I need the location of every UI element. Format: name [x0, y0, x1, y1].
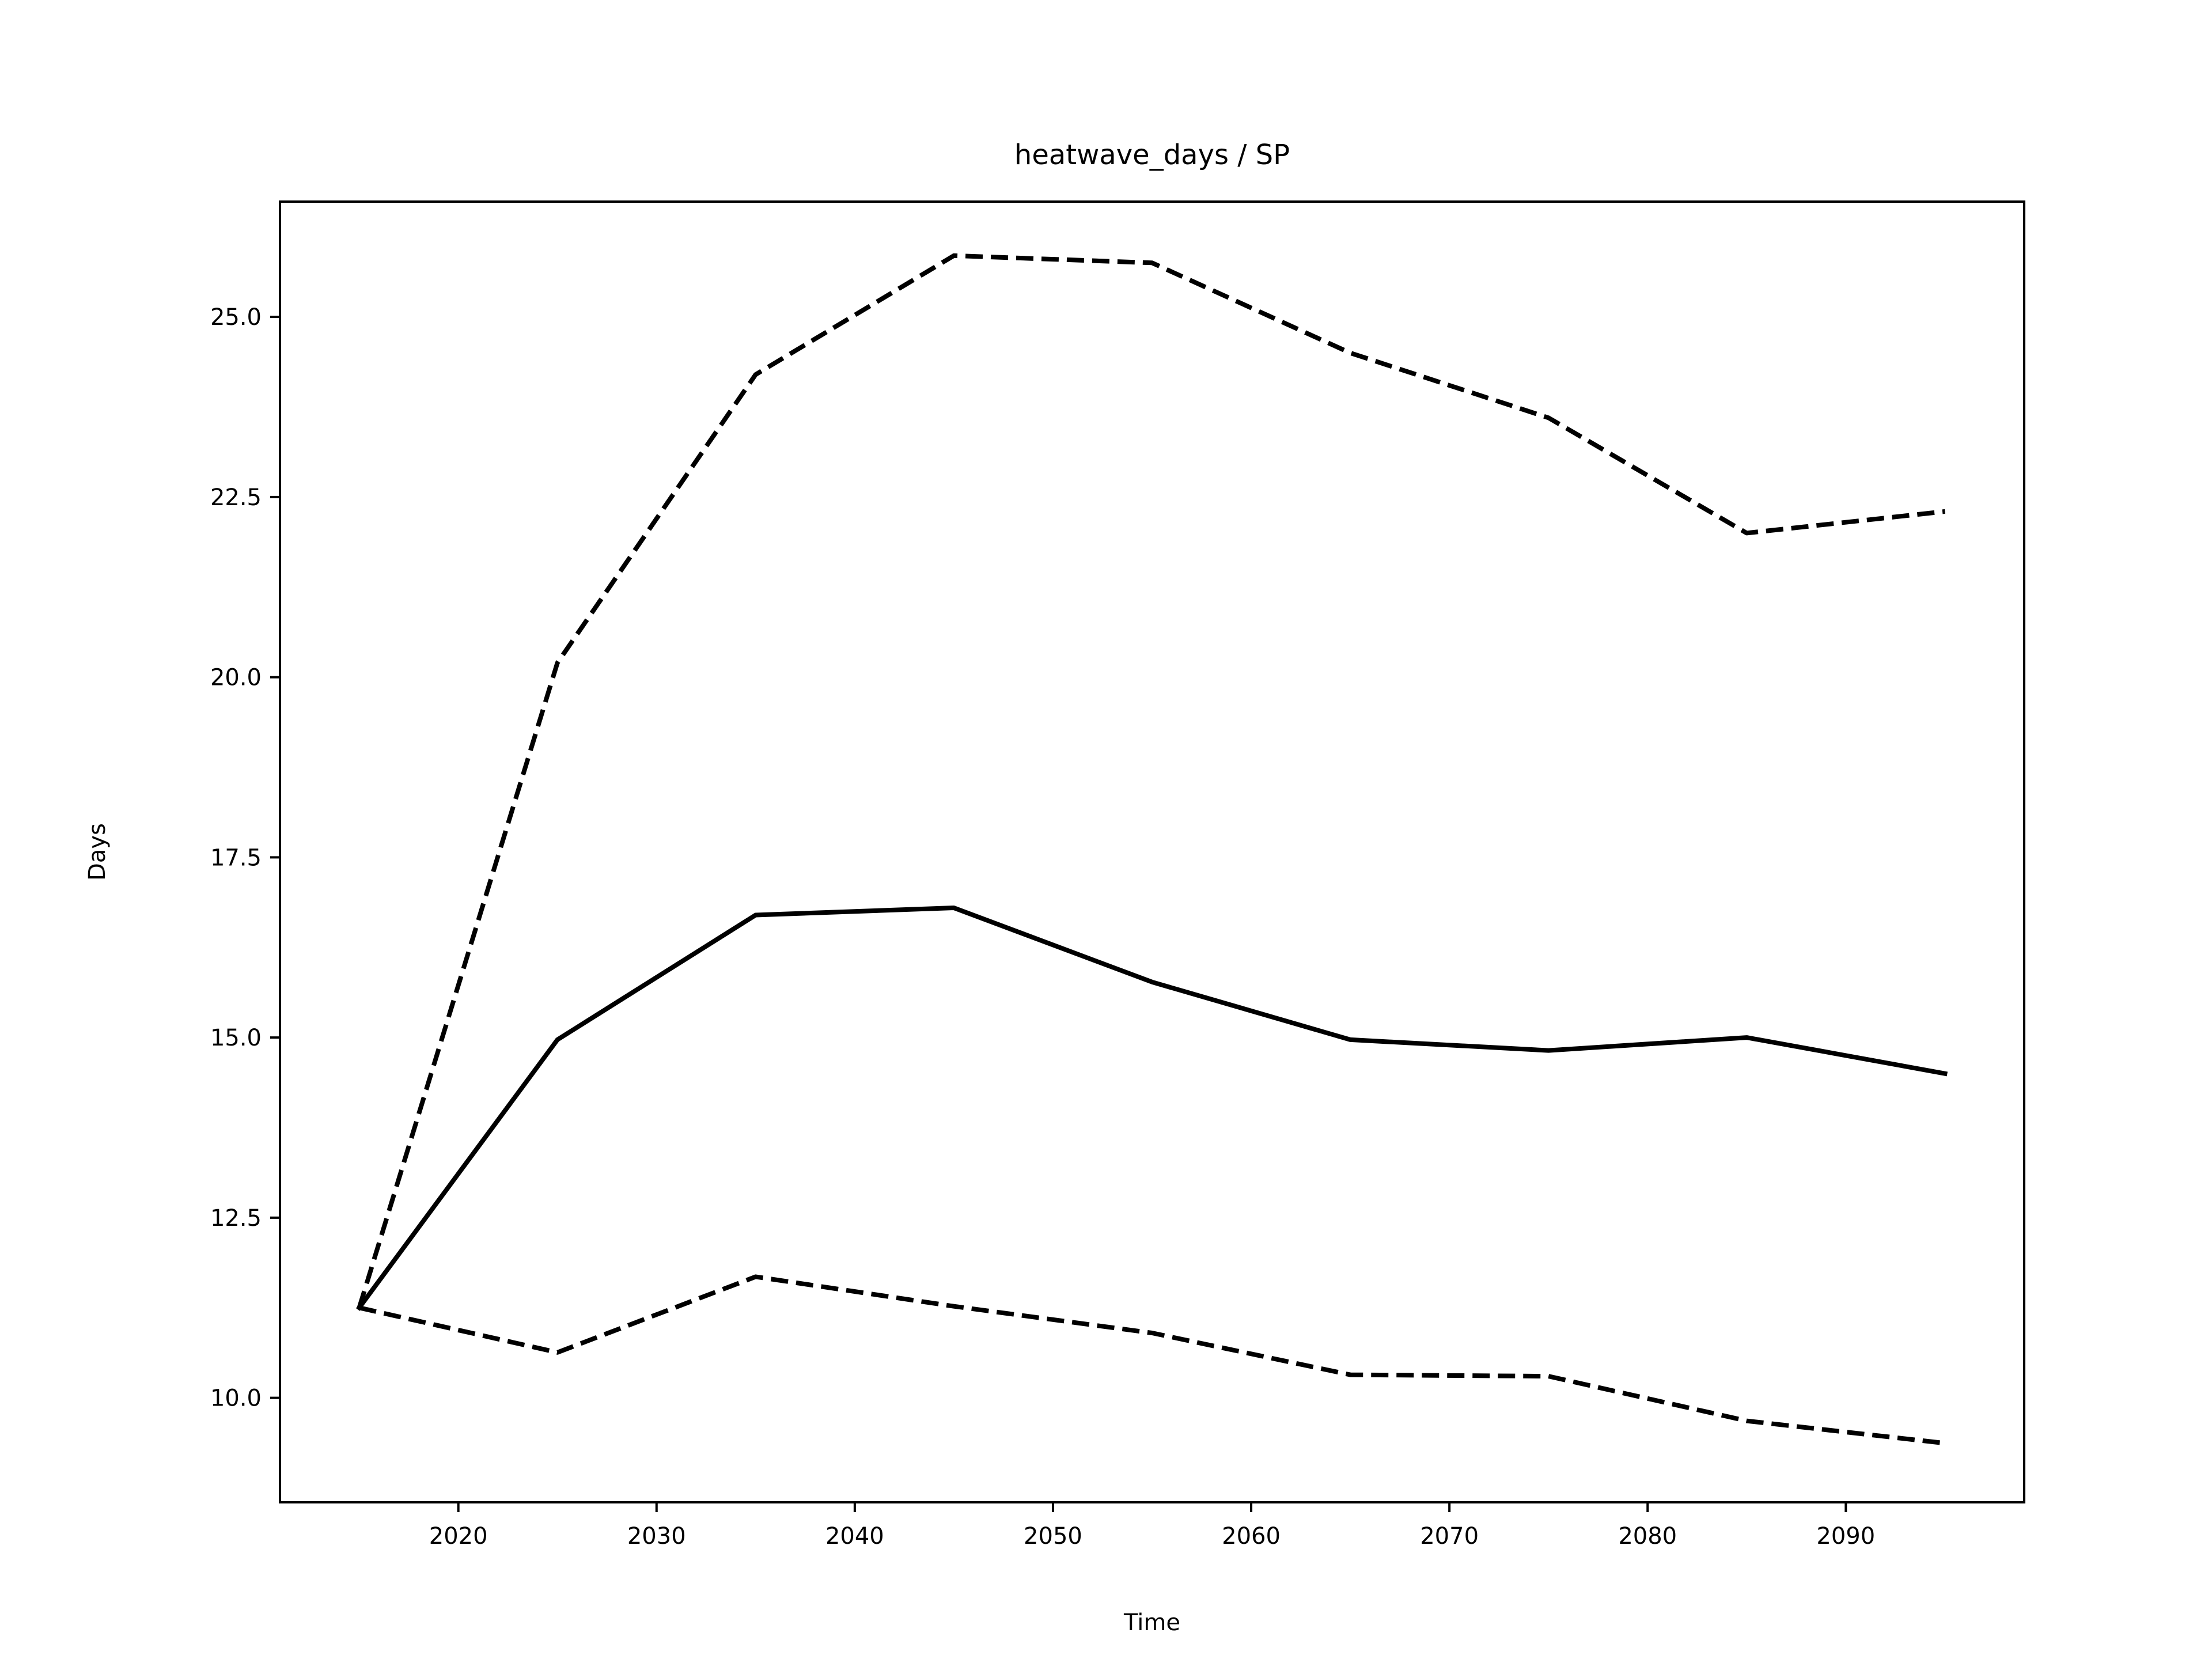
- y-tick-label: 12.5: [210, 1205, 262, 1232]
- x-tick-label: 2050: [1024, 1523, 1082, 1550]
- x-tick-label: 2020: [429, 1523, 488, 1550]
- x-tick-label: 2070: [1420, 1523, 1479, 1550]
- y-tick-label: 10.0: [210, 1385, 262, 1412]
- y-tick-label: 22.5: [210, 484, 262, 511]
- y-axis-ticks: 10.0 12.5 15.0 17.5 20.0 22.5 25.0: [210, 304, 280, 1412]
- x-tick-label: 2080: [1618, 1523, 1677, 1550]
- y-tick-label: 20.0: [210, 665, 262, 691]
- y-tick-label: 15.0: [210, 1025, 262, 1051]
- series-layer: [356, 253, 1948, 1446]
- chart-title: heatwave_days / SP: [1014, 139, 1290, 171]
- series-line-1: [357, 253, 1945, 1309]
- y-tick-label: 25.0: [210, 304, 262, 331]
- x-tick-label: 2060: [1222, 1523, 1281, 1550]
- plot-frame: [279, 200, 2025, 1503]
- x-tick-label: 2040: [825, 1523, 884, 1550]
- x-axis-label: Time: [1123, 1609, 1180, 1636]
- series-line-3: [358, 1274, 1945, 1446]
- y-axis-label: Days: [84, 823, 111, 881]
- y-tick-label: 17.5: [210, 844, 262, 871]
- series-line-2: [356, 906, 1948, 1311]
- x-tick-label: 2090: [1816, 1523, 1875, 1550]
- x-axis-ticks: 2020 2030 2040 2050 2060 2070 2080 2090: [429, 1502, 1875, 1550]
- x-tick-label: 2030: [627, 1523, 686, 1550]
